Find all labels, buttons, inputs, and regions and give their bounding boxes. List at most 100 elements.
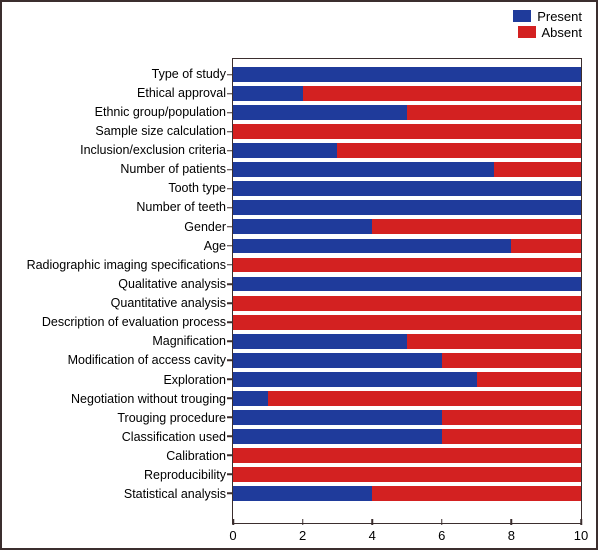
bar-track — [233, 448, 581, 463]
bar-track — [233, 391, 581, 406]
y-axis-label: Age — [10, 236, 226, 255]
legend-swatch-absent — [518, 26, 536, 38]
bar-segment-absent — [372, 486, 581, 501]
y-axis-label: Type of study — [10, 64, 226, 83]
bar-segment-present — [233, 239, 511, 254]
bar-segment-present — [233, 143, 337, 158]
y-axis-label: Ethnic group/population — [10, 102, 226, 121]
y-axis-label: Inclusion/exclusion criteria — [10, 141, 226, 160]
legend-swatch-present — [513, 10, 531, 22]
bar-segment-present — [233, 200, 581, 215]
bar-row — [233, 408, 581, 427]
bar-segment-absent — [233, 448, 581, 463]
bar-segment-absent — [233, 315, 581, 330]
bar-row — [233, 294, 581, 313]
bar-row — [233, 484, 581, 503]
y-axis-label: Description of evaluation process — [10, 313, 226, 332]
bar-segment-absent — [494, 162, 581, 177]
legend-label-present: Present — [537, 9, 582, 24]
bar-row — [233, 332, 581, 351]
bar-track — [233, 372, 581, 387]
bar-track — [233, 86, 581, 101]
bar-segment-present — [233, 410, 442, 425]
bar-row — [233, 351, 581, 370]
bar-row — [233, 236, 581, 255]
y-axis-label: Negotiation without trouging — [10, 389, 226, 408]
y-axis-label: Magnification — [10, 332, 226, 351]
bar-segment-present — [233, 486, 372, 501]
x-tick-label: 4 — [369, 528, 376, 543]
y-axis-label: Statistical analysis — [10, 485, 226, 504]
y-axis-label: Quantitative analysis — [10, 294, 226, 313]
bar-row — [233, 65, 581, 84]
bar-row — [233, 84, 581, 103]
x-tick-label: 10 — [574, 528, 588, 543]
bar-segment-present — [233, 181, 581, 196]
chart-frame: Present Absent Type of studyEthical appr… — [0, 0, 598, 550]
bar-row — [233, 217, 581, 236]
legend-item-present: Present — [513, 8, 582, 24]
y-axis-label: Radiographic imaging specifications — [10, 255, 226, 274]
y-axis-label: Reproducibility — [10, 466, 226, 485]
legend: Present Absent — [513, 8, 582, 40]
legend-item-absent: Absent — [513, 24, 582, 40]
bar-track — [233, 277, 581, 292]
bar-segment-present — [233, 353, 442, 368]
bar-track — [233, 239, 581, 254]
y-axis-label: Number of teeth — [10, 198, 226, 217]
bar-segment-present — [233, 391, 268, 406]
y-axis-label: Exploration — [10, 370, 226, 389]
y-axis-label: Ethical approval — [10, 83, 226, 102]
bar-row — [233, 313, 581, 332]
bar-segment-absent — [407, 334, 581, 349]
bar-segment-present — [233, 162, 494, 177]
y-axis-label: Modification of access cavity — [10, 351, 226, 370]
bar-segment-absent — [233, 258, 581, 273]
bar-track — [233, 105, 581, 120]
bar-track — [233, 429, 581, 444]
bar-row — [233, 255, 581, 274]
bar-row — [233, 141, 581, 160]
bar-track — [233, 219, 581, 234]
bar-segment-present — [233, 429, 442, 444]
bar-segment-absent — [442, 353, 581, 368]
bar-track — [233, 181, 581, 196]
x-tick-labels: 0246810 — [233, 525, 581, 543]
y-axis-label: Number of patients — [10, 160, 226, 179]
bar-segment-present — [233, 67, 581, 82]
bar-track — [233, 258, 581, 273]
bar-row — [233, 179, 581, 198]
bar-segment-absent — [442, 429, 581, 444]
bar-row — [233, 427, 581, 446]
legend-label-absent: Absent — [542, 25, 582, 40]
bar-segment-absent — [233, 124, 581, 139]
y-axis-label: Qualitative analysis — [10, 274, 226, 293]
bar-segment-absent — [477, 372, 581, 387]
bar-segment-absent — [407, 105, 581, 120]
bar-segment-absent — [442, 410, 581, 425]
y-axis-label: Tooth type — [10, 179, 226, 198]
bar-segment-absent — [372, 219, 581, 234]
bar-segment-present — [233, 334, 407, 349]
bars-container — [233, 65, 581, 503]
y-axis-label: Trouging procedure — [10, 408, 226, 427]
bar-row — [233, 198, 581, 217]
bar-segment-absent — [511, 239, 581, 254]
bar-row — [233, 465, 581, 484]
bar-segment-present — [233, 105, 407, 120]
bar-track — [233, 353, 581, 368]
bar-track — [233, 486, 581, 501]
bar-segment-absent — [233, 296, 581, 311]
y-axis-label: Gender — [10, 217, 226, 236]
y-axis-label: Calibration — [10, 447, 226, 466]
bar-segment-absent — [233, 467, 581, 482]
bar-track — [233, 296, 581, 311]
bar-track — [233, 315, 581, 330]
bar-row — [233, 370, 581, 389]
x-tick-label: 8 — [508, 528, 515, 543]
bar-track — [233, 162, 581, 177]
plot-area: 0246810 — [232, 58, 582, 524]
x-tick-label: 2 — [299, 528, 306, 543]
y-axis-label: Classification used — [10, 427, 226, 446]
x-tick-label: 0 — [229, 528, 236, 543]
